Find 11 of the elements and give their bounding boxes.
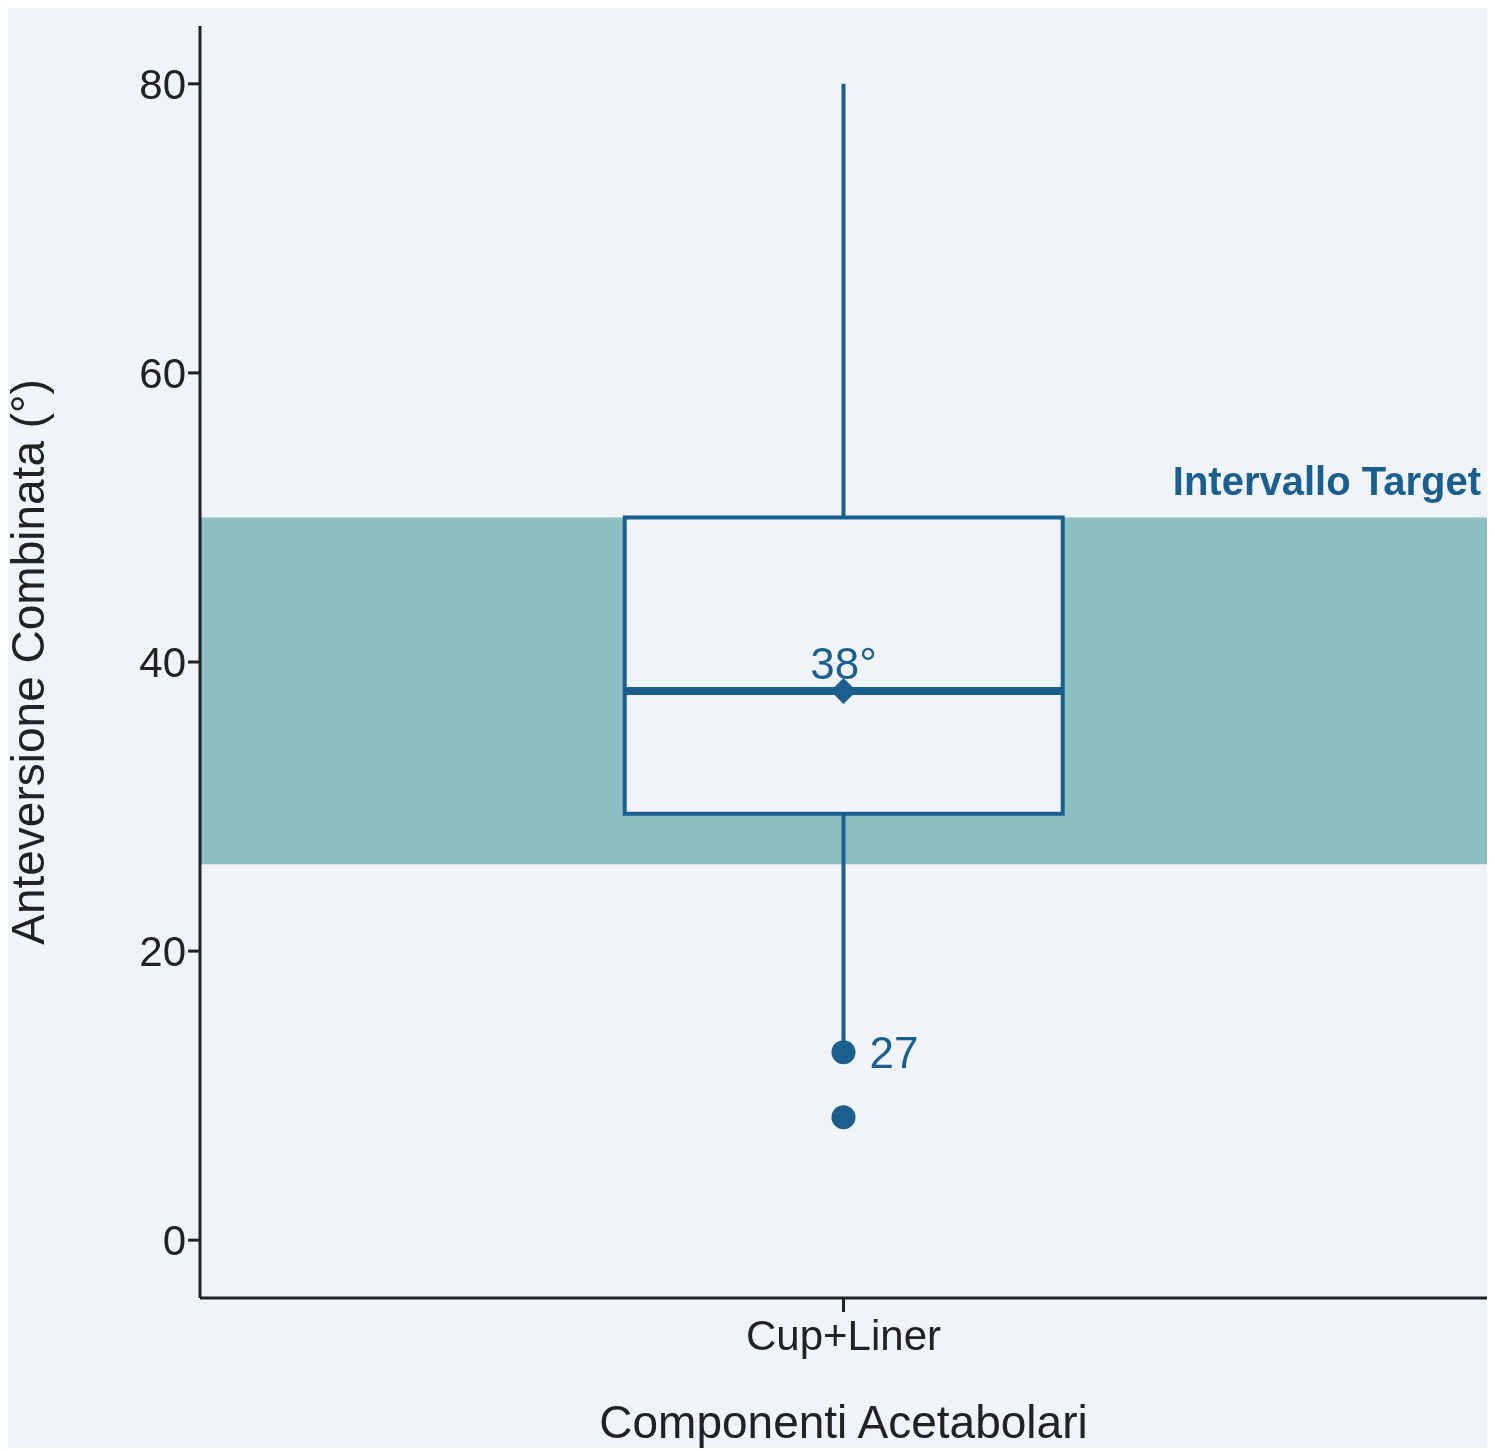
y-tick-label: 20 (139, 928, 186, 975)
x-axis-title: Componenti Acetabolari (599, 1396, 1088, 1448)
y-tick-label: 60 (139, 349, 186, 397)
band-label: Intervallo Target (1172, 459, 1481, 504)
annotation: 38° (810, 638, 877, 688)
y-axis-title: Anteversione Combinata (°) (2, 379, 55, 945)
y-tick-label: 40 (139, 638, 186, 686)
y-tick-label: 80 (139, 60, 186, 108)
y-tick-label: 0 (162, 1217, 186, 1265)
x-tick-label: Cup+Liner (746, 1311, 941, 1359)
annotation: 27 (869, 1027, 919, 1077)
